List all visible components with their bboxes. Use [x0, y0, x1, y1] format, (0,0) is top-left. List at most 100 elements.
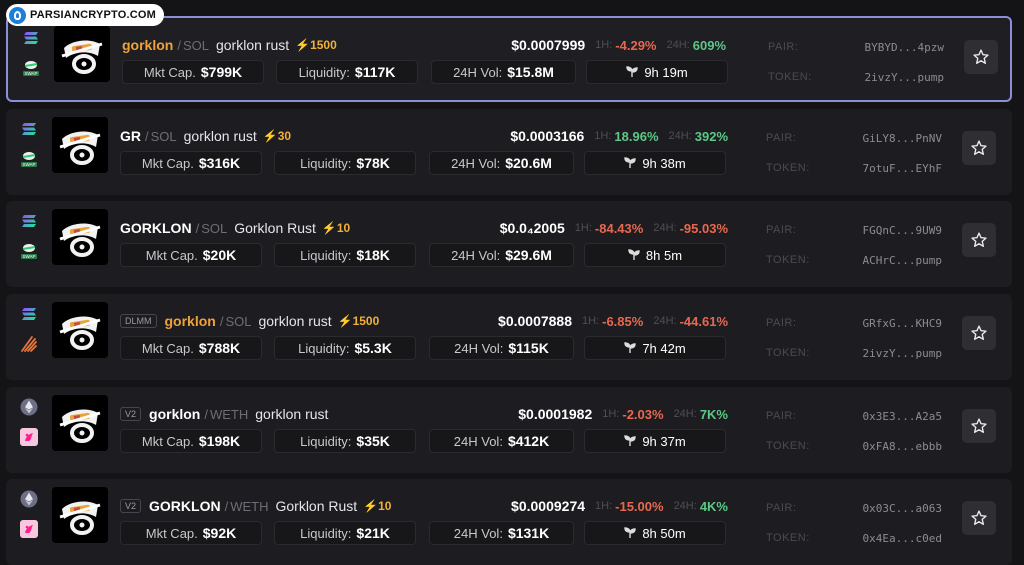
pair-address[interactable]: GiLY8...PnNV	[862, 131, 942, 145]
pair-address-row[interactable]: PAIR: GRfxG...KHC9	[766, 314, 942, 332]
token-address-row[interactable]: TOKEN: 2ivzY...pump	[766, 344, 942, 362]
token-symbol: gorklon	[122, 37, 174, 53]
pair-title: V2 gorklon / WETH gorklon rust	[120, 404, 328, 424]
pair-address-row[interactable]: PAIR: GiLY8...PnNV	[766, 129, 942, 147]
change-24h-label: 24H:	[668, 130, 692, 142]
token-address-row[interactable]: TOKEN: 0xFA8...ebbb	[766, 437, 942, 455]
change-24h-label: 24H:	[673, 500, 697, 512]
boost-count: ⚡1500	[337, 314, 380, 328]
solana-icon	[20, 212, 38, 230]
pair-title: gorklon / SOL gorklon rust ⚡1500	[122, 35, 337, 55]
pair-address[interactable]: BYBYD...4pzw	[864, 40, 944, 54]
pair-age: 9h 19m	[644, 64, 688, 80]
pool-badge: DLMM	[120, 314, 157, 328]
volume-label: 24H Vol:	[451, 155, 501, 171]
pair-address[interactable]: 0x3E3...A2a5	[862, 409, 942, 423]
quote-symbol: SOL	[201, 220, 228, 236]
star-icon	[971, 418, 987, 433]
token-address[interactable]: 2ivzY...pump	[862, 346, 942, 360]
market-cap-box: Mkt Cap. $799K	[122, 60, 264, 84]
quote-symbol: WETH	[230, 498, 269, 514]
token-address[interactable]: 7otuF...EYhF	[862, 161, 942, 175]
meteora-icon	[20, 335, 38, 353]
swap-icon: SWAP	[20, 242, 38, 260]
favorite-button[interactable]	[962, 223, 996, 257]
sprout-icon	[624, 341, 637, 356]
token-address[interactable]: 0x4Ea...c0ed	[862, 531, 942, 545]
pair-row[interactable]: DLMM gorklon / SOL gorklon rust ⚡1500 $0…	[6, 294, 1012, 380]
token-name: Gorklon Rust	[234, 220, 316, 236]
pair-address-row[interactable]: PAIR: 0x03C...a063	[766, 499, 942, 517]
pair-address-row[interactable]: PAIR: BYBYD...4pzw	[768, 38, 944, 56]
pair-address[interactable]: 0x03C...a063	[862, 501, 942, 515]
pair-row[interactable]: SWAP GR / SOL gorklon rust ⚡30 $0.000316…	[6, 109, 1012, 195]
pair-address-row[interactable]: PAIR: 0x3E3...A2a5	[766, 407, 942, 425]
change-1h: 18.96%	[614, 128, 659, 144]
star-icon	[973, 49, 989, 64]
favorite-button[interactable]	[962, 409, 996, 443]
age-box: 9h 37m	[584, 429, 726, 453]
pair-separator: /	[145, 128, 149, 144]
price-block: $0.0009274 1H: -15.00% 24H: 4K%	[511, 496, 728, 516]
quote-symbol: SOL	[182, 37, 209, 53]
change-24h: -95.03%	[679, 220, 728, 236]
change-24h: 4K%	[699, 498, 728, 514]
token-name: gorklon rust	[215, 37, 290, 53]
pair-row[interactable]: V2 gorklon / WETH gorklon rust $0.000198…	[6, 387, 1012, 473]
volume-value: $412K	[507, 433, 550, 449]
liquidity-value: $21K	[356, 525, 390, 541]
token-symbol: GR	[120, 128, 141, 144]
age-box: 8h 50m	[584, 521, 726, 545]
age-box: 7h 42m	[584, 336, 726, 360]
volume-box: 24H Vol: $115K	[429, 336, 574, 360]
star-icon	[971, 140, 987, 155]
change-1h: -6.85%	[602, 313, 644, 329]
pair-title: DLMM gorklon / SOL gorklon rust ⚡1500	[120, 311, 379, 331]
pair-row[interactable]: SWAP GORKLON / SOL Gorklon Rust ⚡10 $0.0…	[6, 201, 1012, 287]
volume-value: $20.6M	[505, 155, 552, 171]
watermark: PARSIANCRYPTO.COM	[6, 4, 165, 26]
volume-value: $115K	[508, 340, 549, 356]
quote-symbol: SOL	[225, 313, 252, 329]
change-1h-label: 1H:	[582, 315, 600, 327]
price: $0.0007888	[498, 313, 572, 329]
pool-badge: V2	[120, 407, 142, 421]
token-symbol: gorklon	[149, 406, 201, 422]
pair-row[interactable]: SWAP gorklon / SOL gorklon rust ⚡1500 $0…	[6, 16, 1012, 102]
liquidity-value: $117K	[354, 64, 396, 80]
token-address[interactable]: 2ivzY...pump	[864, 70, 944, 84]
price-block: $0.0001982 1H: -2.03% 24H: 7K%	[518, 404, 728, 424]
token-address-row[interactable]: TOKEN: 0x4Ea...c0ed	[766, 529, 942, 547]
age-box: 9h 19m	[586, 60, 728, 84]
token-address-row[interactable]: TOKEN: 7otuF...EYhF	[766, 159, 942, 177]
liquidity-label: Liquidity:	[298, 64, 350, 80]
market-cap-value: $316K	[198, 155, 241, 171]
liquidity-value: $5.3K	[354, 340, 392, 356]
market-cap-label: Mkt Cap.	[143, 64, 196, 80]
token-address[interactable]: ACHrC...pump	[862, 253, 942, 267]
token-address-row[interactable]: TOKEN: 2ivzY...pump	[768, 68, 944, 86]
market-cap-value: $92K	[202, 525, 237, 541]
change-1h-label: 1H:	[595, 39, 613, 51]
favorite-button[interactable]	[962, 501, 996, 535]
pair-address-row[interactable]: PAIR: FGQnC...9UW9	[766, 221, 942, 239]
favorite-button[interactable]	[962, 316, 996, 350]
favorite-button[interactable]	[962, 131, 996, 165]
change-1h: -84.43%	[594, 220, 644, 236]
svg-text:SWAP: SWAP	[22, 254, 35, 259]
pair-row[interactable]: V2 GORKLON / WETH Gorklon Rust ⚡10 $0.00…	[6, 479, 1012, 565]
volume-value: $131K	[507, 525, 550, 541]
favorite-button[interactable]	[964, 40, 998, 74]
token-symbol: GORKLON	[120, 220, 192, 236]
uniswap-icon	[20, 428, 38, 446]
token-address[interactable]: 0xFA8...ebbb	[862, 439, 942, 453]
token-symbol: GORKLON	[149, 498, 221, 514]
token-address-row[interactable]: TOKEN: ACHrC...pump	[766, 251, 942, 269]
uniswap-icon	[20, 520, 38, 538]
pair-address[interactable]: GRfxG...KHC9	[862, 316, 942, 330]
pair-separator: /	[195, 220, 200, 236]
pair-address[interactable]: FGQnC...9UW9	[862, 223, 942, 237]
liquidity-value: $35K	[356, 433, 390, 449]
liquidity-box: Liquidity: $117K	[276, 60, 418, 84]
solana-icon	[20, 120, 38, 138]
